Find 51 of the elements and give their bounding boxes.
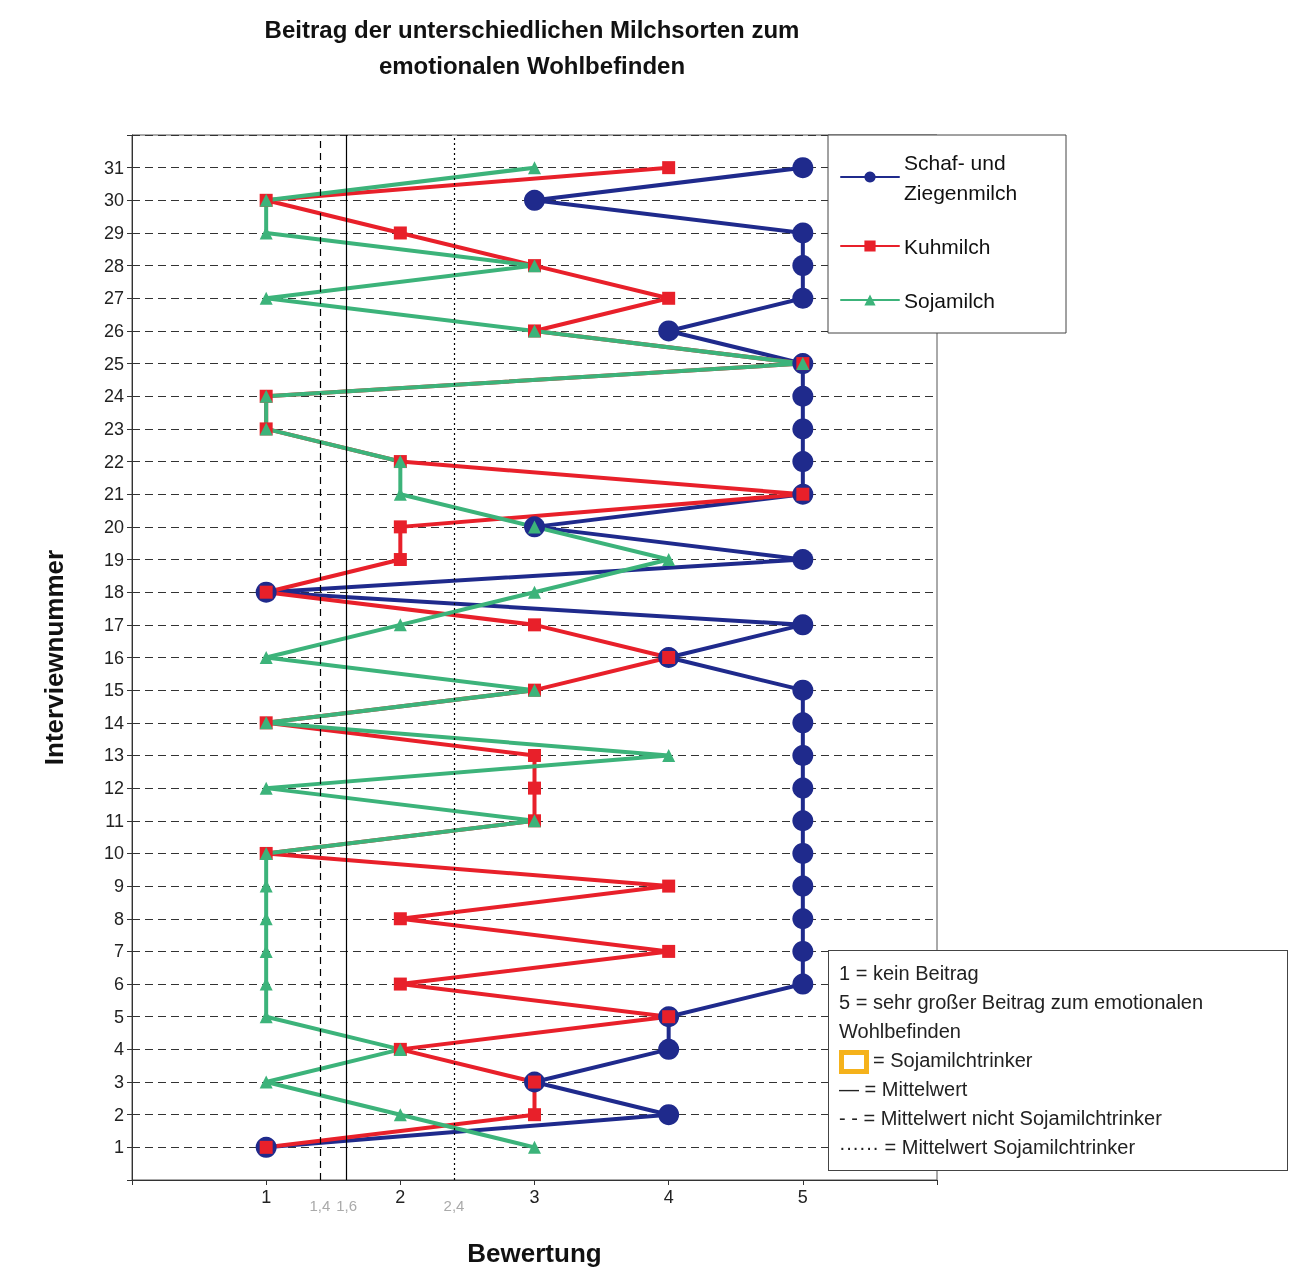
y-tick-label: 18 (103, 582, 124, 603)
y-tick-label: 17 (103, 614, 124, 635)
chart-title: Beitrag der unterschiedlichen Milchsorten zum emotionalen Wohlbefinden (264, 15, 800, 79)
annotation: — = Mittelwert (839, 1077, 969, 1102)
annotation: 5 = sehr großer Beitrag zum emotionalen Wohlbefinden (839, 990, 1205, 1044)
annotation: = Sojamilchtrinker (872, 1048, 1034, 1073)
y-tick-label: 8 (113, 908, 124, 929)
y-tick-label: 23 (103, 418, 124, 439)
annotation: 1 = kein Beitrag (839, 961, 980, 986)
y-tick-label: 25 (103, 353, 124, 374)
y-tick-label: 22 (103, 451, 124, 472)
y-tick-label: 4 (113, 1039, 124, 1060)
x-tick-label: 5 (797, 1187, 808, 1207)
y-tick-label: 3 (113, 1072, 124, 1093)
y-tick-label: 1 (113, 1137, 124, 1158)
x-tick-label: 3 (529, 1187, 540, 1207)
x-axis-title: Bewertung (467, 1238, 602, 1268)
y-tick-label: 27 (103, 288, 124, 309)
y-axis-title: Interviewnummer (39, 549, 69, 766)
y-tick-label: 7 (113, 941, 124, 962)
legend-label: Schaf- und Ziegenmilch (904, 150, 1018, 204)
y-tick-label: 19 (103, 549, 124, 570)
y-tick-label: 15 (103, 680, 124, 701)
y-tick-label: 9 (113, 876, 124, 897)
y-tick-label: 21 (103, 484, 124, 505)
y-tick-label: 26 (103, 320, 124, 341)
y-tick-label: 12 (103, 778, 124, 799)
y-tick-label: 24 (103, 386, 124, 407)
x-tick-label: 2 (395, 1187, 406, 1207)
y-tick-label: 29 (103, 222, 124, 243)
ref-line-label: 1,6 (336, 1197, 358, 1214)
legend-label: Kuhmilch (904, 234, 991, 258)
y-tick-label: 20 (103, 516, 124, 537)
y-tick-label: 16 (103, 647, 124, 668)
x-tick-label: 1 (261, 1187, 272, 1207)
y-tick-label: 14 (103, 712, 124, 733)
ref-line-label: 2,4 (443, 1197, 465, 1214)
y-tick-label: 13 (103, 745, 124, 766)
y-tick-label: 28 (103, 255, 124, 276)
y-tick-label: 6 (113, 974, 124, 995)
y-tick-label: 31 (103, 157, 124, 178)
ref-line-label: 1,4 (309, 1197, 331, 1214)
annotation: ······ = Mittelwert Sojamilchtrinker (839, 1135, 1137, 1160)
x-tick-label: 4 (663, 1187, 674, 1207)
y-tick-label: 11 (105, 810, 124, 831)
legend-label: Sojamilch (904, 288, 996, 312)
y-tick-label: 30 (103, 190, 124, 211)
y-tick-label: 5 (113, 1006, 124, 1027)
annotation: - - = Mittelwert nicht Sojamilchtrinker (839, 1106, 1163, 1131)
y-tick-label: 2 (113, 1104, 124, 1125)
y-tick-label: 10 (103, 843, 124, 864)
